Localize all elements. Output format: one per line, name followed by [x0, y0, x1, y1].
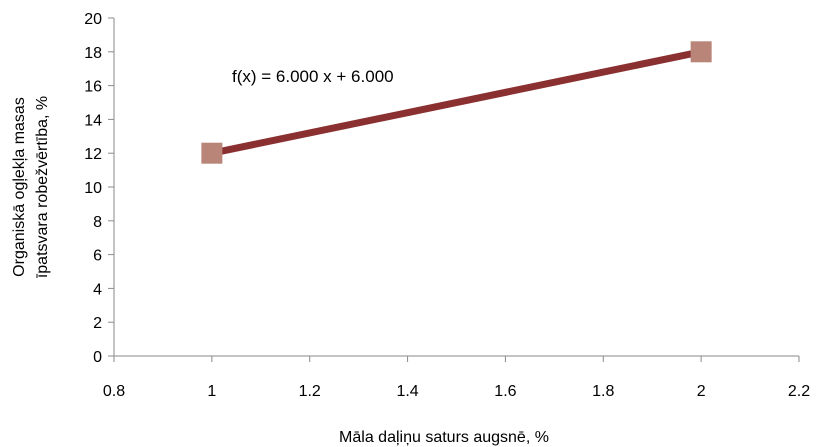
data-point — [690, 41, 712, 63]
x-tick-label: 1.2 — [299, 383, 321, 400]
x-tick-label: 2 — [697, 383, 706, 400]
y-tick-label: 2 — [93, 315, 102, 332]
y-axis-title-line-1: Organiskā ogļekļa masas — [11, 97, 28, 277]
y-tick-label: 14 — [84, 112, 102, 129]
y-tick-label: 16 — [84, 79, 102, 96]
x-axis-title: Māla daļiņu saturs augsnē, % — [339, 429, 549, 446]
y-tick-label: 6 — [93, 248, 102, 265]
trendline-equation: f(x) = 6.000 x + 6.000 — [232, 67, 394, 86]
data-point — [201, 142, 223, 164]
y-tick-label: 0 — [93, 349, 102, 366]
x-tick-label: 1.6 — [494, 383, 516, 400]
y-tick-label: 20 — [84, 11, 102, 28]
y-tick-label: 12 — [84, 146, 102, 163]
x-tick-label: 1.4 — [396, 383, 418, 400]
trendline — [211, 48, 702, 157]
x-tick-label: 1.8 — [592, 383, 614, 400]
x-tick-label: 2.2 — [788, 383, 810, 400]
y-axis-title-line-2: īpatsvara robežvērtība, % — [34, 96, 51, 278]
x-tick-label: 1 — [207, 383, 216, 400]
plot-marks — [201, 41, 712, 164]
x-tick-label: 0.8 — [103, 383, 125, 400]
y-axis-ticks: 0 2 4 6 8 10 12 14 16 18 20 — [84, 11, 114, 366]
y-tick-label: 4 — [93, 281, 102, 298]
axes — [113, 18, 799, 357]
y-tick-label: 8 — [93, 214, 102, 231]
y-tick-label: 10 — [84, 180, 102, 197]
x-axis-ticks: 0.8 1 1.2 1.4 1.6 1.8 2 2.2 — [103, 356, 810, 400]
y-tick-label: 18 — [84, 45, 102, 62]
